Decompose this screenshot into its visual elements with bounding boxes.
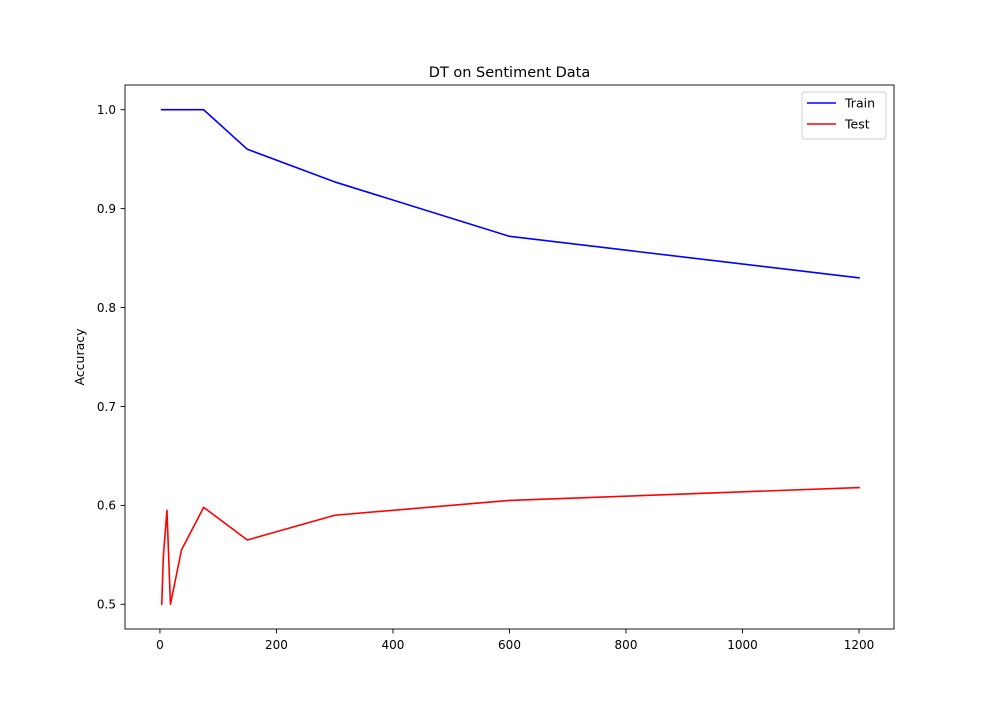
x-tick-label: 0 bbox=[156, 638, 164, 652]
x-tick-label: 600 bbox=[498, 638, 521, 652]
y-tick-label: 1.0 bbox=[97, 103, 116, 117]
plot-area: 0 200 400 600 800 1000 1200 0.5 0.6 0.7 0.8 0.9 1.0 bbox=[97, 84, 895, 652]
series-line-train bbox=[160, 108, 860, 279]
x-tick-label: 1000 bbox=[727, 638, 758, 652]
y-tick-label: 0.5 bbox=[97, 598, 116, 612]
y-tick-label: 0.7 bbox=[97, 400, 116, 414]
y-tick-label: 0.6 bbox=[97, 499, 116, 513]
x-tick-label: 200 bbox=[265, 638, 288, 652]
x-tick-label: 1200 bbox=[844, 638, 875, 652]
legend-label-test: Test bbox=[844, 117, 870, 132]
legend: Train Test bbox=[801, 91, 887, 140]
series-line-test bbox=[160, 486, 860, 606]
legend-label-train: Train bbox=[844, 96, 875, 111]
y-axis-label: Accuracy bbox=[72, 328, 87, 386]
x-tick-label: 400 bbox=[382, 638, 405, 652]
y-tick-label: 0.8 bbox=[97, 301, 116, 315]
chart-title: DT on Sentiment Data bbox=[429, 65, 590, 81]
y-tick-label: 0.9 bbox=[97, 202, 116, 216]
x-tick-label: 800 bbox=[615, 638, 638, 652]
